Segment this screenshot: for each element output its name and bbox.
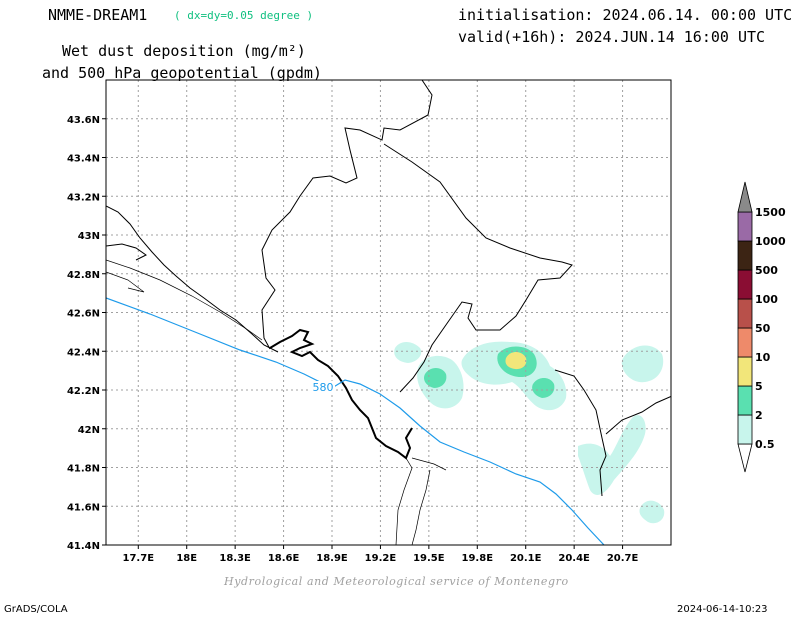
colorbar-level-label: 100 xyxy=(755,293,778,306)
geopotential-contour-580 xyxy=(106,297,605,545)
colorbar-box xyxy=(737,385,753,416)
x-tick-label: 18E xyxy=(176,553,197,564)
colorbar-level-label: 1000 xyxy=(755,235,786,248)
dust-area xyxy=(532,378,555,398)
colorbar-level-label: 1500 xyxy=(755,206,786,219)
y-tick-label: 41.8N xyxy=(67,464,100,475)
colorbar-box xyxy=(737,211,753,242)
colorbar-box xyxy=(737,356,753,387)
x-tick-label: 17.7E xyxy=(123,553,155,564)
y-tick-label: 42.8N xyxy=(67,270,100,281)
country-border xyxy=(554,369,607,497)
dust-area xyxy=(424,368,447,388)
y-tick-label: 42N xyxy=(78,425,100,436)
dust-deposition-field xyxy=(394,341,665,524)
x-tick-label: 19.5E xyxy=(413,553,445,564)
colorbar-box xyxy=(737,269,753,300)
y-tick-label: 43.4N xyxy=(67,154,100,165)
coastline xyxy=(395,457,413,545)
y-tick-label: 43.2N xyxy=(67,192,100,203)
latitude-axis: 41.4N 41.6N 41.8N 42N 42.2N 42.4N 42.6N 42.8N 43… xyxy=(67,115,106,552)
y-tick-label: 43.6N xyxy=(67,115,100,126)
contour-label-bg xyxy=(311,381,335,393)
colorbar-level-label: 0.5 xyxy=(755,438,775,451)
x-tick-label: 19.2E xyxy=(365,553,397,564)
country-border xyxy=(106,243,147,261)
country-border xyxy=(383,143,573,393)
model-title: NMME-DREAM1 xyxy=(48,6,148,24)
colorbar-level-label: 2 xyxy=(755,409,763,422)
coastline xyxy=(106,259,263,341)
dust-area xyxy=(621,345,664,383)
x-tick-label: 20.4E xyxy=(558,553,590,564)
colorbar-level-label: 10 xyxy=(755,351,771,364)
colorbar-box xyxy=(737,327,753,358)
coastlines-borders xyxy=(106,80,671,545)
colorbar-legend: 0.5 2 5 10 50 100 500 1000 1500 xyxy=(737,181,786,473)
x-tick-label: 20.1E xyxy=(510,553,542,564)
dust-area xyxy=(505,352,527,370)
colorbar-level-label: 500 xyxy=(755,264,778,277)
colorbar-box xyxy=(737,414,753,445)
grid-lines xyxy=(106,80,671,545)
credit-line: Hydrological and Meteorological service … xyxy=(224,575,569,588)
dust-area xyxy=(578,415,646,495)
coastline xyxy=(106,271,145,293)
contour-label: 580 xyxy=(313,381,334,394)
x-tick-label: 18.6E xyxy=(268,553,300,564)
x-tick-label: 18.9E xyxy=(316,553,348,564)
x-tick-label: 18.3E xyxy=(219,553,251,564)
colorbar-level-label: 50 xyxy=(755,322,771,335)
x-tick-label: 19.8E xyxy=(462,553,494,564)
y-tick-label: 42.4N xyxy=(67,347,100,358)
colorbar-box xyxy=(737,240,753,271)
dust-area xyxy=(639,500,665,524)
variable-title-line1: Wet dust deposition (mg/m²) xyxy=(62,42,306,60)
dust-area xyxy=(394,342,422,363)
y-tick-label: 42.6N xyxy=(67,309,100,320)
y-tick-label: 41.6N xyxy=(67,502,100,513)
longitude-axis: 17.7E 18E 18.3E 18.6E 18.9E 19.2E 19.5E 19.8E 20… xyxy=(123,545,639,564)
coastline xyxy=(106,205,279,353)
software-label: GrADS/COLA xyxy=(4,604,68,615)
coastline-montenegro xyxy=(269,328,413,460)
colorbar-low-arrow xyxy=(737,443,753,473)
x-tick-label: 20.7E xyxy=(607,553,639,564)
colorbar-level-label: 5 xyxy=(755,380,763,393)
variable-title-line2: and 500 hPa geopotential (gpdm) xyxy=(42,64,322,82)
y-tick-label: 43N xyxy=(78,231,100,242)
y-tick-label: 42.2N xyxy=(67,386,100,397)
colorbar-high-arrow xyxy=(737,181,753,213)
resolution-label: ( dx=dy=0.05 degree ) xyxy=(174,9,314,22)
y-tick-label: 41.4N xyxy=(67,541,100,552)
render-timestamp: 2024-06-14-10:23 xyxy=(677,604,768,615)
geopotential-contours: 580 xyxy=(106,297,605,545)
country-border xyxy=(605,395,671,435)
initialisation-time: initialisation: 2024.06.14. 00:00 UTC xyxy=(458,6,793,24)
coastline xyxy=(411,469,431,545)
colorbar-box xyxy=(737,298,753,329)
coastline xyxy=(411,457,447,471)
country-border xyxy=(261,80,433,350)
valid-time: valid(+16h): 2024.JUN.14 16:00 UTC xyxy=(458,28,766,46)
